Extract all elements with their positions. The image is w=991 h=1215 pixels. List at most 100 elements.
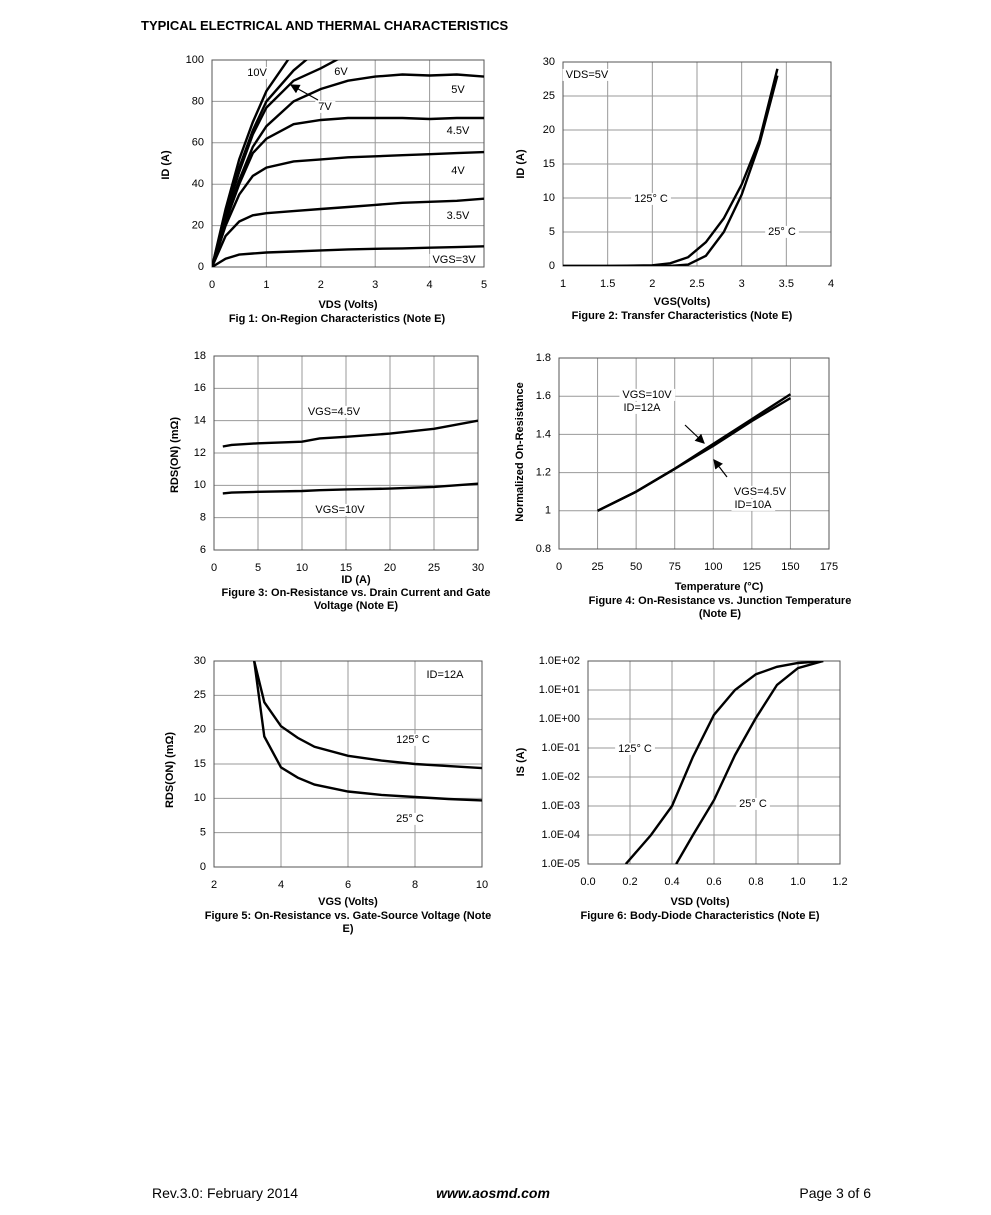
series-line: [675, 661, 824, 864]
series-label: 4V: [451, 165, 465, 177]
series-line: [212, 150, 484, 267]
label-background: [631, 192, 671, 205]
y-tick-label: 1.0E+02: [539, 655, 580, 667]
label-background: [615, 742, 655, 755]
x-tick-label: 75: [669, 561, 681, 573]
series-label: 25° C: [768, 226, 796, 238]
series-label: 4.5V: [447, 125, 470, 137]
figure-caption: Figure 6: Body-Diode Characteristics (No…: [580, 910, 820, 922]
y-tick-label: 25: [194, 689, 206, 701]
y-tick-label: 30: [543, 56, 555, 68]
y-tick-label: 6: [200, 544, 206, 556]
arrow: [713, 459, 728, 478]
annotation: ID=10A: [735, 499, 773, 511]
x-tick-label: 3.5: [779, 278, 794, 290]
label-background: [423, 668, 468, 681]
y-tick-label: 1.2: [536, 467, 551, 479]
x-tick-label: 3: [739, 278, 745, 290]
x-tick-label: 2.5: [689, 278, 704, 290]
y-tick-label: 5: [549, 226, 555, 238]
label-background: [731, 498, 776, 511]
x-tick-label: 1.2: [832, 876, 847, 888]
x-tick-label: 8: [412, 879, 418, 891]
y-tick-label: 18: [194, 350, 206, 362]
y-axis-label: ID (A): [515, 149, 527, 179]
x-axis-label: Temperature (°C): [675, 581, 764, 593]
series-line: [253, 661, 482, 770]
y-tick-label: 1.0E-01: [541, 742, 580, 754]
series-label: 25° C: [396, 813, 424, 825]
website: www.aosmd.com: [436, 1185, 550, 1201]
label-background: [393, 733, 433, 746]
page-title: TYPICAL ELECTRICAL AND THERMAL CHARACTER…: [141, 18, 509, 33]
y-tick-label: 60: [192, 137, 204, 149]
y-tick-label: 1.0E-03: [541, 800, 580, 812]
y-tick-label: 1.0E+00: [539, 713, 580, 725]
series-label: 5V: [451, 84, 465, 96]
y-tick-label: 10: [194, 792, 206, 804]
x-tick-label: 4: [427, 279, 433, 291]
x-tick-label: 6: [345, 879, 351, 891]
series-label: 125° C: [634, 193, 668, 205]
label-background: [562, 68, 612, 81]
series-line: [563, 68, 779, 266]
series-label: 3.5V: [447, 210, 470, 222]
y-axis-label: IS (A): [515, 747, 527, 776]
y-tick-label: 1.6: [536, 390, 551, 402]
label-background: [448, 164, 469, 177]
y-tick-label: 0.8: [536, 543, 551, 555]
y-tick-label: 15: [194, 758, 206, 770]
y-tick-label: 1: [545, 505, 551, 517]
plot-frame: [562, 61, 832, 267]
x-tick-label: 0.2: [622, 876, 637, 888]
x-tick-label: 2: [649, 278, 655, 290]
y-axis-label: ID (A): [160, 150, 172, 180]
series-label: 125° C: [396, 734, 430, 746]
series-label: 6V: [334, 66, 348, 78]
x-axis-label: VSD (Volts): [670, 896, 729, 908]
plot-frame: [213, 660, 483, 868]
label-background: [244, 66, 271, 79]
series-line: [222, 482, 478, 495]
label-background: [619, 388, 676, 401]
y-axis-label: RDS(ON) (mΩ): [164, 732, 176, 808]
y-tick-label: 40: [192, 178, 204, 190]
series-label: 25° C: [739, 798, 767, 810]
y-tick-label: 5: [200, 827, 206, 839]
label-background: [331, 65, 352, 78]
label-background: [304, 405, 364, 418]
y-tick-label: 1.0E-04: [541, 829, 580, 841]
plot-frame: [558, 357, 830, 550]
label-background: [730, 485, 790, 498]
y-tick-label: 8: [200, 512, 206, 524]
x-tick-label: 1: [263, 279, 269, 291]
x-tick-label: 3: [372, 279, 378, 291]
arrow: [684, 424, 705, 444]
label-background: [765, 225, 799, 238]
x-tick-label: 125: [743, 561, 761, 573]
series-line: [212, 73, 484, 267]
annotation: ID=12A: [624, 402, 662, 414]
y-tick-label: 1.8: [536, 352, 551, 364]
x-tick-label: 2: [211, 879, 217, 891]
figure-caption: Figure 3: On-Resistance vs. Drain Curren…: [221, 587, 491, 612]
annotation: VDS=5V: [566, 69, 609, 81]
plot-frame: [211, 59, 485, 268]
y-tick-label: 20: [194, 724, 206, 736]
y-tick-label: 1.0E-02: [541, 771, 580, 783]
label-background: [312, 503, 369, 516]
x-tick-label: 4: [278, 879, 284, 891]
series-label: VGS=3V: [432, 254, 476, 266]
label-background: [448, 83, 469, 96]
x-tick-label: 0: [556, 561, 562, 573]
series-line: [624, 661, 824, 864]
figure-caption: Figure 2: Transfer Characteristics (Note…: [571, 310, 793, 322]
x-tick-label: 2: [318, 279, 324, 291]
x-tick-label: 0: [209, 279, 215, 291]
x-tick-label: 10: [476, 879, 488, 891]
x-tick-label: 10: [296, 562, 308, 574]
annotation: ID=12A: [427, 669, 465, 681]
series-line: [253, 661, 482, 802]
y-tick-label: 25: [543, 90, 555, 102]
